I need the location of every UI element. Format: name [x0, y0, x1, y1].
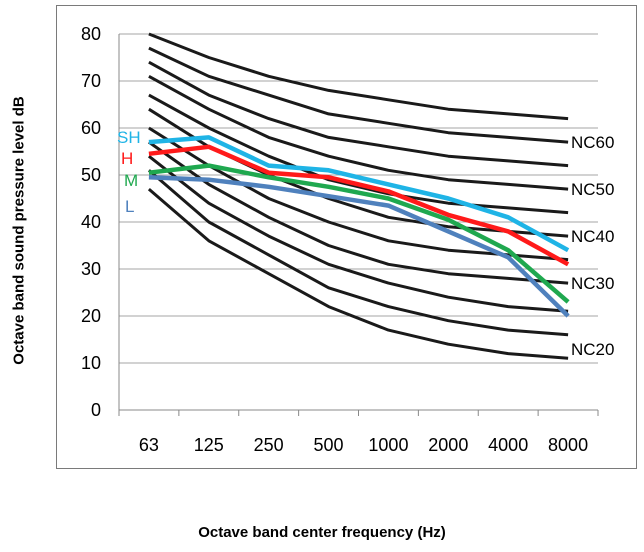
x-tick-label: 8000: [548, 435, 588, 455]
series-label-l: L: [125, 197, 134, 216]
series-label-m: M: [124, 171, 138, 190]
y-tick-label: 80: [81, 24, 101, 44]
nc-curve-nc65: [148, 32, 569, 121]
x-tick-label: 1000: [368, 435, 408, 455]
series-label-sh: SH: [117, 128, 141, 147]
x-tick-label: 2000: [428, 435, 468, 455]
nc-curve-nc20: [147, 169, 569, 337]
nc-curve-nc55: [148, 60, 569, 168]
x-tick-label: 500: [314, 435, 344, 455]
nc-curve-nc25: [147, 155, 569, 313]
y-tick-label: 50: [81, 165, 101, 185]
x-tick-label: 250: [254, 435, 284, 455]
y-tick-label: 40: [81, 212, 101, 232]
series-line-sh: [148, 135, 570, 253]
nc-curve-nc60: [148, 46, 569, 144]
nc-curve-nc50: [148, 74, 569, 191]
series-label-h: H: [121, 149, 133, 168]
y-tick-label: 0: [91, 400, 101, 420]
nc-curve-nc15: [147, 187, 569, 360]
y-tick-label: 30: [81, 259, 101, 279]
y-tick-label: 10: [81, 353, 101, 373]
chart-frame: [56, 5, 637, 469]
nc-label-nc40: NC40: [571, 227, 614, 246]
series-line-m: [148, 163, 570, 304]
series-line-h: [148, 144, 570, 267]
nc-label-nc20: NC20: [571, 340, 614, 359]
y-tick-label: 20: [81, 306, 101, 326]
nc-label-nc50: NC50: [571, 180, 614, 199]
nc-curve-nc45: [148, 93, 569, 215]
y-tick-label: 60: [81, 118, 101, 138]
series-line-l: [148, 175, 570, 318]
nc-label-nc60: NC60: [571, 133, 614, 152]
y-tick-label: 70: [81, 71, 101, 91]
nc-label-nc30: NC30: [571, 274, 614, 293]
y-axis-title: Octave band sound pressure level dB: [10, 95, 28, 365]
nc-curve-nc30: [148, 140, 569, 285]
y-axis-title-container: Octave band sound pressure level dB: [4, 20, 34, 440]
x-axis-title: Octave band center frequency (Hz): [198, 524, 446, 541]
x-tick-label: 125: [194, 435, 224, 455]
x-tick-label: 4000: [488, 435, 528, 455]
x-tick-label: 63: [139, 435, 159, 455]
